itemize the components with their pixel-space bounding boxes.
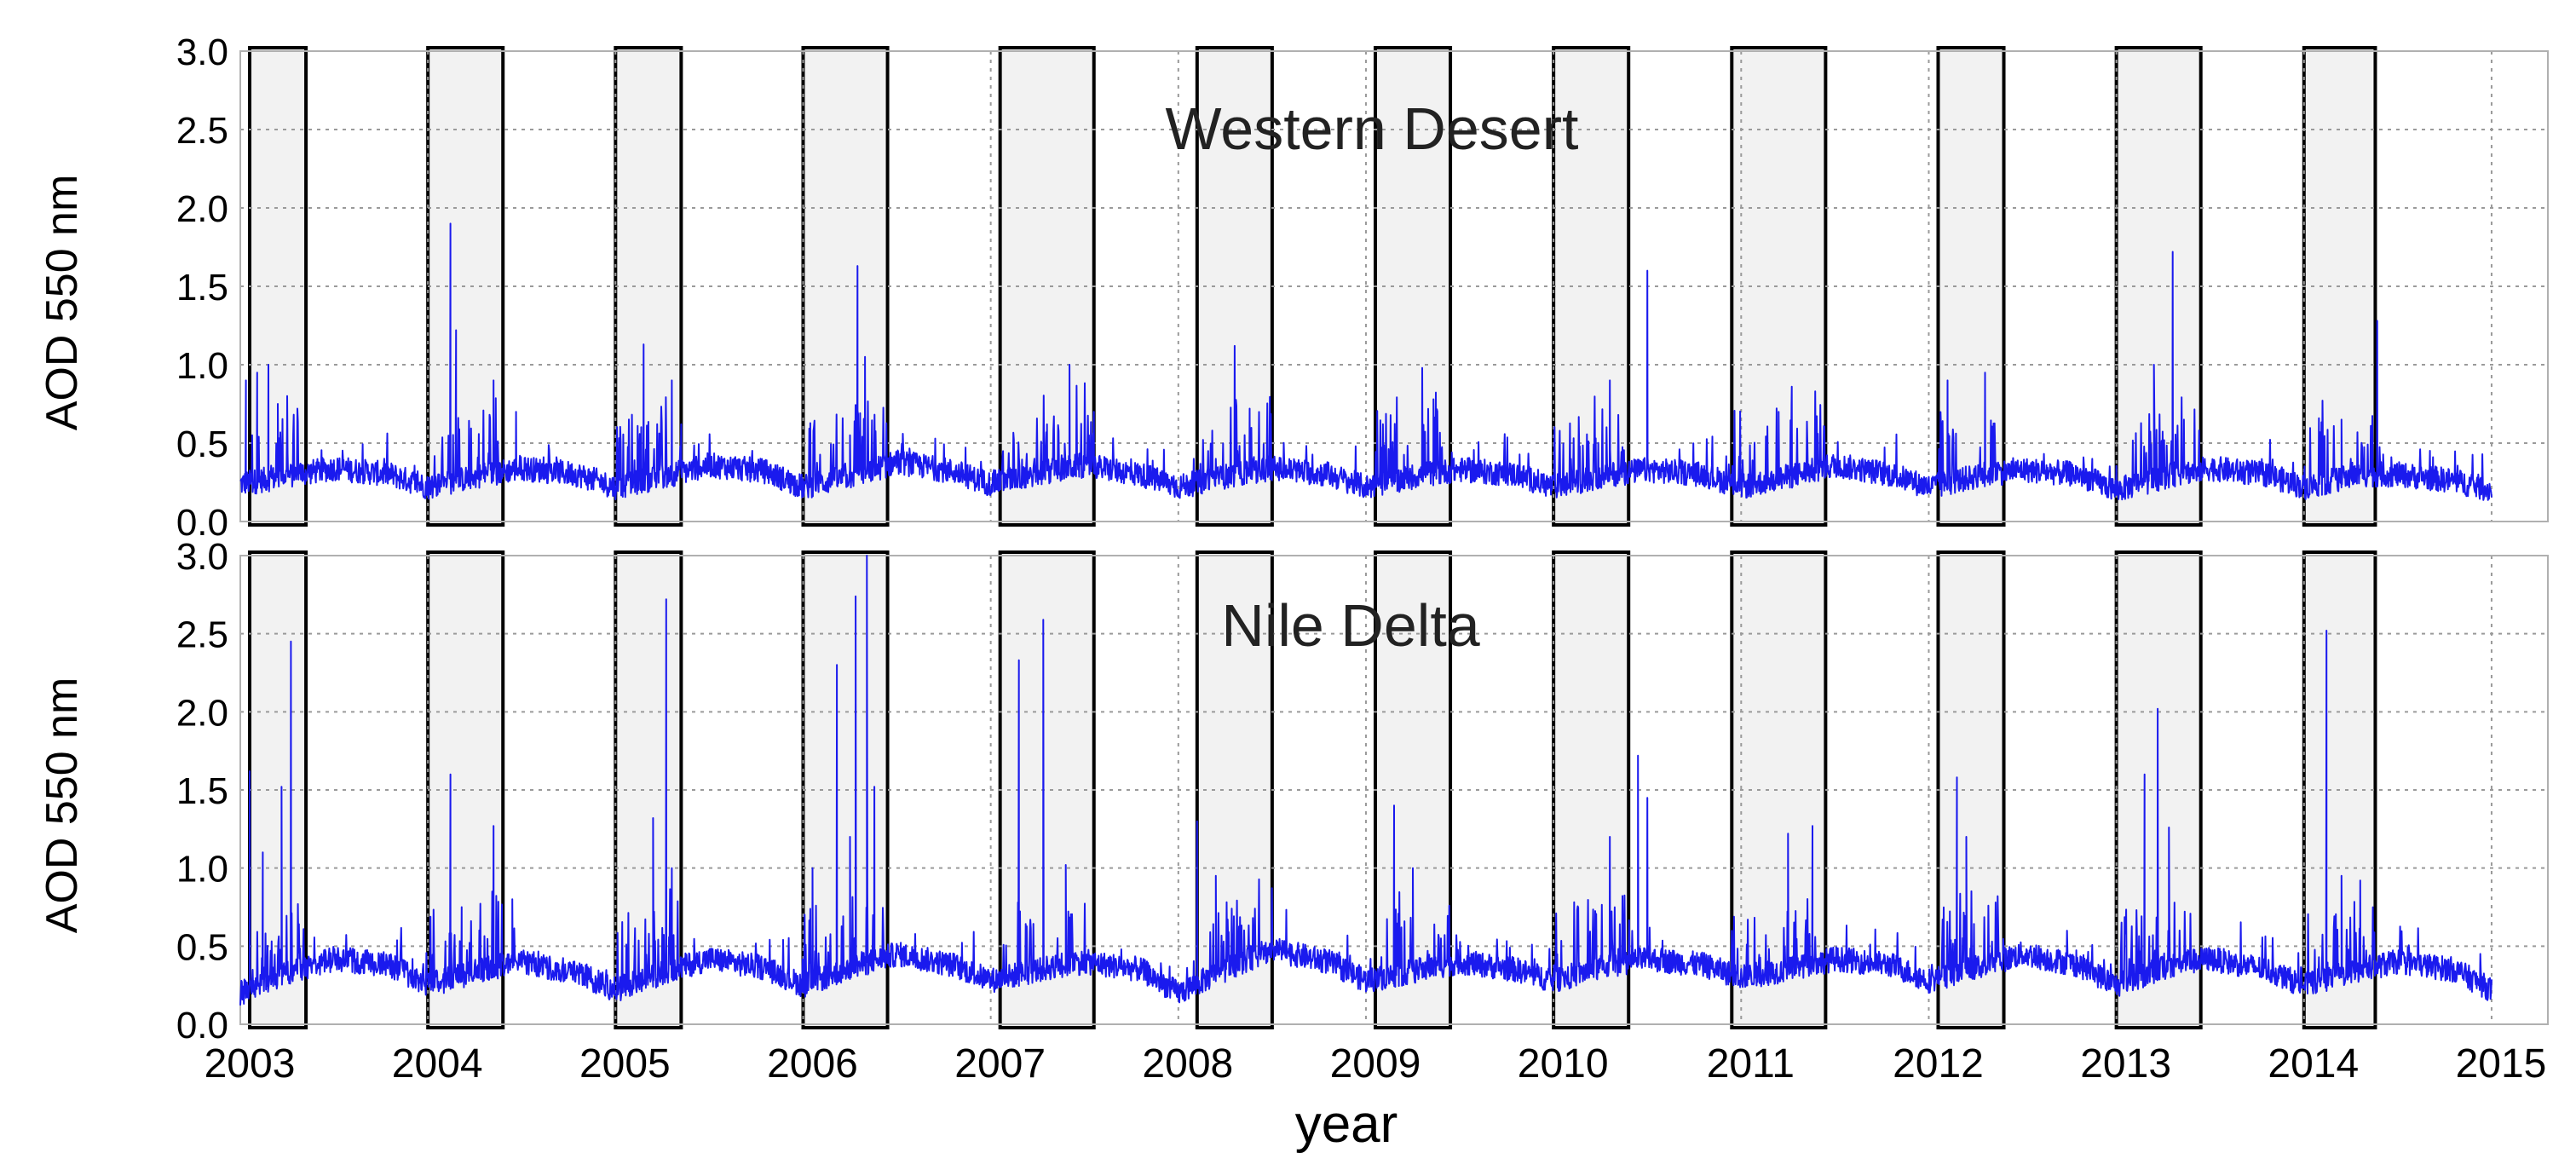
x-tick-label: 2013 [2080, 1041, 2171, 1086]
x-tick-label: 2011 [1707, 1041, 1795, 1086]
plot-frame [239, 555, 2549, 1025]
y-tick-label: 2.5 [176, 110, 228, 152]
y-tick-label: 2.5 [176, 614, 228, 656]
aod-series-line [239, 555, 2492, 1006]
y-tick-label: 1.0 [176, 849, 228, 890]
x-axis-label: year [1295, 1095, 1398, 1154]
x-tick-label: 2010 [1518, 1041, 1609, 1086]
y-tick-label: 0.5 [176, 424, 228, 465]
y-axis-label: AOD 550 nm [37, 175, 87, 431]
y-tick-label: 1.5 [176, 267, 228, 308]
y-tick-label: 0.0 [176, 502, 228, 544]
y-tick-label: 1.0 [176, 345, 228, 387]
panel-title: Nile Delta [1221, 592, 1480, 659]
western-desert-panel: 0.0 0.5 1.0 1.5 2.0 2.5 3.0 Western Desert AOD… [37, 32, 2549, 544]
x-tick-label: 2008 [1142, 1041, 1233, 1086]
y-tick-label: 0.5 [176, 926, 228, 968]
x-tick-label: 2003 [205, 1041, 296, 1086]
x-tick-label: 2015 [2456, 1041, 2547, 1086]
x-tick-label: 2005 [579, 1041, 671, 1086]
x-tick-label: 2014 [2268, 1041, 2359, 1086]
x-tick-label: 2009 [1330, 1041, 1421, 1086]
y-tick-label: 2.0 [176, 188, 228, 230]
nile-delta-panel: 0.0 0.5 1.0 1.5 2.0 2.5 3.0 2003 2004 2005 2006 200… [37, 536, 2549, 1154]
x-tick-label: 2006 [767, 1041, 858, 1086]
x-tick-label: 2007 [954, 1041, 1046, 1086]
x-tick-label: 2012 [1893, 1041, 1984, 1086]
y-axis-label: AOD 550 nm [37, 677, 87, 934]
y-tick-label: 3.0 [176, 536, 228, 578]
y-tick-label: 2.0 [176, 692, 228, 734]
y-tick-label: 0.0 [176, 1005, 228, 1046]
plot-frame [239, 50, 2549, 522]
aod-series-line [239, 222, 2492, 501]
y-tick-label: 1.5 [176, 770, 228, 812]
panel-title: Western Desert [1166, 95, 1579, 162]
y-tick-label: 3.0 [176, 32, 228, 73]
x-tick-label: 2004 [392, 1041, 483, 1086]
